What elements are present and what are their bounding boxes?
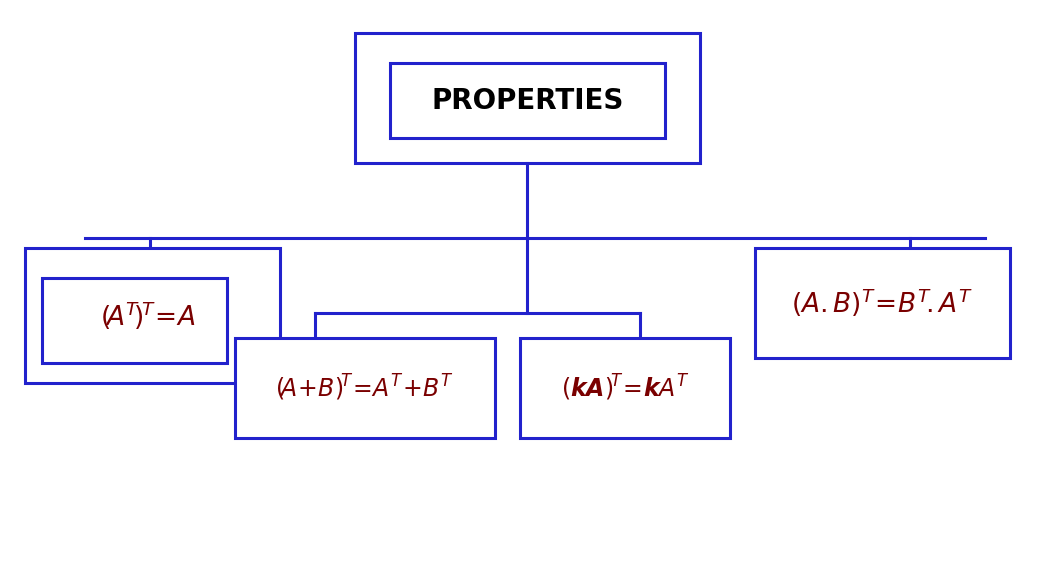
FancyBboxPatch shape bbox=[235, 338, 495, 438]
FancyBboxPatch shape bbox=[520, 338, 730, 438]
FancyBboxPatch shape bbox=[390, 63, 665, 138]
FancyBboxPatch shape bbox=[755, 248, 1010, 358]
FancyBboxPatch shape bbox=[42, 278, 227, 363]
Text: $\left(\boldsymbol{kA}\right)^{\!T}\!=\!\boldsymbol{k}A^T$: $\left(\boldsymbol{kA}\right)^{\!T}\!=\!… bbox=[561, 373, 690, 403]
Text: $\left(\!A^T\!\right)^{\!T}\!=\!A$: $\left(\!A^T\!\right)^{\!T}\!=\!A$ bbox=[100, 299, 195, 332]
FancyBboxPatch shape bbox=[355, 33, 700, 163]
Text: PROPERTIES: PROPERTIES bbox=[431, 86, 624, 115]
Text: $(A.B)^T\!=\!B^T\!.A^T$: $(A.B)^T\!=\!B^T\!.A^T$ bbox=[791, 287, 974, 319]
FancyBboxPatch shape bbox=[25, 248, 280, 383]
Text: $\left(\!A\!+\!B\right)^{\!T}\!=\!A^T\!+\!B^T$: $\left(\!A\!+\!B\right)^{\!T}\!=\!A^T\!+… bbox=[276, 373, 454, 403]
